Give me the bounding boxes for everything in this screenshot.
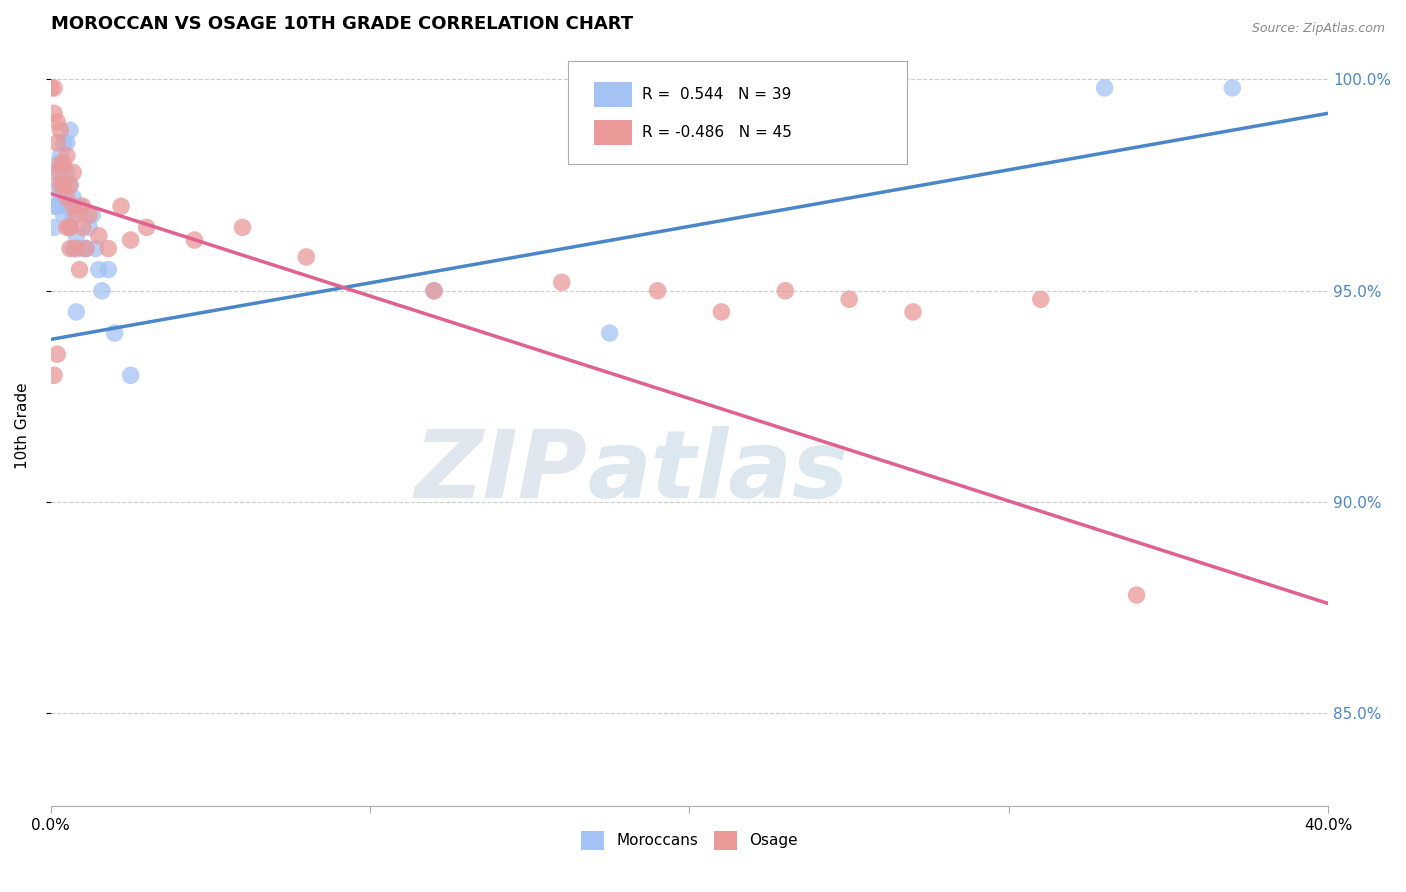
Text: R = -0.486   N = 45: R = -0.486 N = 45 bbox=[643, 125, 792, 140]
Point bbox=[65, 305, 87, 319]
Point bbox=[775, 284, 797, 298]
Point bbox=[69, 262, 91, 277]
Point bbox=[59, 178, 82, 193]
FancyBboxPatch shape bbox=[568, 61, 907, 163]
Point bbox=[77, 208, 100, 222]
Point bbox=[599, 326, 621, 340]
Point bbox=[97, 242, 120, 256]
Point bbox=[59, 242, 82, 256]
Point bbox=[423, 284, 446, 298]
Point bbox=[1029, 292, 1052, 306]
Point bbox=[56, 148, 79, 162]
Point bbox=[77, 220, 100, 235]
Point bbox=[49, 123, 72, 137]
Text: MOROCCAN VS OSAGE 10TH GRADE CORRELATION CHART: MOROCCAN VS OSAGE 10TH GRADE CORRELATION… bbox=[51, 15, 633, 33]
Point bbox=[65, 228, 87, 243]
Point bbox=[62, 208, 84, 222]
Point bbox=[295, 250, 318, 264]
Point bbox=[1220, 81, 1243, 95]
Point bbox=[72, 199, 94, 213]
Point bbox=[87, 228, 110, 243]
Point bbox=[110, 199, 132, 213]
Point bbox=[97, 262, 120, 277]
Point bbox=[62, 242, 84, 256]
Point bbox=[62, 199, 84, 213]
Point bbox=[42, 368, 65, 383]
Point bbox=[65, 208, 87, 222]
Point bbox=[231, 220, 253, 235]
Point bbox=[49, 157, 72, 171]
Y-axis label: 10th Grade: 10th Grade bbox=[15, 383, 30, 469]
Point bbox=[647, 284, 669, 298]
Point bbox=[42, 106, 65, 120]
Point bbox=[90, 284, 112, 298]
Point bbox=[59, 220, 82, 235]
Text: Source: ZipAtlas.com: Source: ZipAtlas.com bbox=[1251, 22, 1385, 36]
Point bbox=[56, 220, 79, 235]
Point bbox=[42, 199, 65, 213]
Point bbox=[46, 199, 69, 213]
Point bbox=[75, 242, 97, 256]
Point bbox=[838, 292, 860, 306]
Point bbox=[56, 136, 79, 150]
Point bbox=[1125, 588, 1147, 602]
Point bbox=[59, 220, 82, 235]
Point bbox=[52, 178, 75, 193]
Point bbox=[46, 136, 69, 150]
Point bbox=[46, 178, 69, 193]
Point bbox=[69, 199, 91, 213]
Point bbox=[49, 178, 72, 193]
FancyBboxPatch shape bbox=[593, 82, 633, 106]
Point bbox=[72, 242, 94, 256]
Point bbox=[52, 157, 75, 171]
Point bbox=[120, 233, 142, 247]
Point bbox=[52, 136, 75, 150]
Point bbox=[551, 276, 574, 290]
Point bbox=[46, 157, 69, 171]
Point bbox=[82, 208, 104, 222]
Point bbox=[710, 305, 733, 319]
Point bbox=[1094, 81, 1116, 95]
Point bbox=[46, 114, 69, 128]
Point bbox=[59, 123, 82, 137]
Point bbox=[52, 208, 75, 222]
Point bbox=[52, 178, 75, 193]
Legend: Moroccans, Osage: Moroccans, Osage bbox=[575, 825, 804, 855]
Point bbox=[42, 220, 65, 235]
Point bbox=[46, 347, 69, 361]
FancyBboxPatch shape bbox=[593, 120, 633, 145]
Point bbox=[49, 148, 72, 162]
Point bbox=[567, 102, 589, 116]
Text: R =  0.544   N = 39: R = 0.544 N = 39 bbox=[643, 87, 792, 102]
Point bbox=[104, 326, 127, 340]
Text: atlas: atlas bbox=[588, 425, 849, 517]
Point bbox=[120, 368, 142, 383]
Point bbox=[135, 220, 157, 235]
Point bbox=[710, 89, 733, 103]
Point bbox=[62, 165, 84, 179]
Point bbox=[42, 81, 65, 95]
Point bbox=[84, 242, 107, 256]
Point bbox=[39, 81, 62, 95]
Point bbox=[72, 220, 94, 235]
Point bbox=[62, 191, 84, 205]
Point bbox=[59, 178, 82, 193]
Point bbox=[183, 233, 205, 247]
Point bbox=[56, 199, 79, 213]
Point bbox=[46, 165, 69, 179]
Point bbox=[87, 262, 110, 277]
Point bbox=[56, 191, 79, 205]
Text: ZIP: ZIP bbox=[415, 425, 588, 517]
Point bbox=[49, 165, 72, 179]
Point bbox=[65, 242, 87, 256]
Point bbox=[49, 191, 72, 205]
Point bbox=[901, 305, 924, 319]
Point bbox=[423, 284, 446, 298]
Point bbox=[56, 165, 79, 179]
Point bbox=[75, 242, 97, 256]
